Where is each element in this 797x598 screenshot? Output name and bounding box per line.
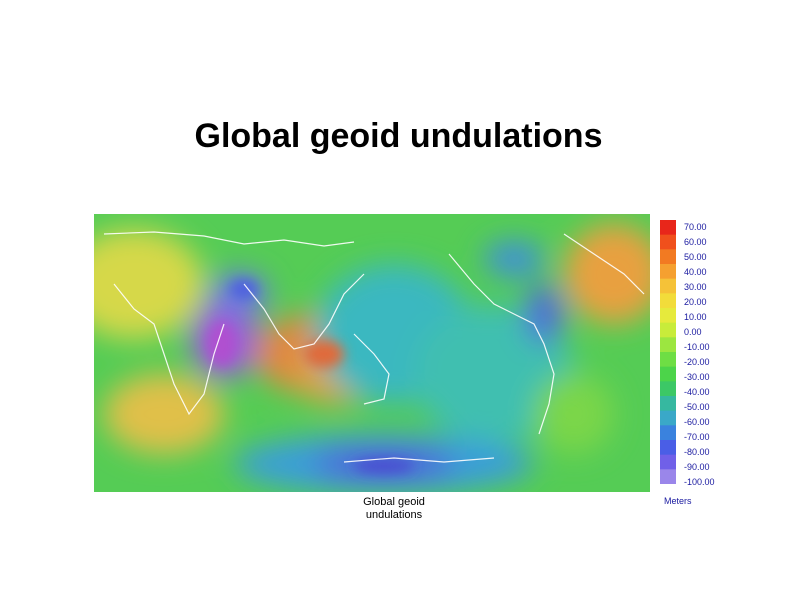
colorbar-label: -60.00 <box>684 417 710 427</box>
colorbar-swatch <box>660 264 676 280</box>
colorbar-swatch <box>660 469 676 484</box>
colorbar-label: 30.00 <box>684 282 707 292</box>
colorbar-swatch <box>660 293 676 309</box>
colorbar-label: 0.00 <box>684 327 702 337</box>
colorbar-label: 20.00 <box>684 297 707 307</box>
geoid-map <box>94 214 650 492</box>
colorbar-label: -80.00 <box>684 447 710 457</box>
colorbar-label: -10.00 <box>684 342 710 352</box>
colorbar-swatch <box>660 396 676 412</box>
map-caption-line2: undulations <box>365 509 423 521</box>
colorbar-swatch <box>660 308 676 324</box>
colorbar-label: -20.00 <box>684 357 710 367</box>
colorbar-label: 70.00 <box>684 222 707 232</box>
colorbar-swatch <box>660 337 676 353</box>
colorbar-swatch <box>660 249 676 265</box>
colorbar-label: 50.00 <box>684 252 707 262</box>
colorbar-label: -90.00 <box>684 462 710 472</box>
map-caption-line1: Global geoid <box>363 496 425 508</box>
colorbar-label: -30.00 <box>684 372 710 382</box>
colorbar-swatch <box>660 366 676 382</box>
slide-title: Global geoid undulations <box>194 117 603 155</box>
colorbar-label: 40.00 <box>684 267 707 277</box>
colorbar-label: -40.00 <box>684 387 710 397</box>
colorbar-swatch <box>660 410 676 426</box>
colorbar-swatch <box>660 352 676 368</box>
colorbar-swatch <box>660 425 676 441</box>
colorbar-swatch <box>660 322 676 338</box>
colorbar-swatch <box>660 278 676 294</box>
colorbar-swatch <box>660 454 676 470</box>
colorbar-labels: 70.00 60.00 50.00 40.00 30.00 20.00 10.00 0.00 -… <box>684 222 764 492</box>
colorbar-label: 60.00 <box>684 237 707 247</box>
colorbar-label: -100.00 <box>684 477 715 487</box>
colorbar-label: 10.00 <box>684 312 707 322</box>
colorbar-swatch <box>660 234 676 250</box>
colorbar-label: -70.00 <box>684 432 710 442</box>
map-caption: Global geoid undulations <box>314 496 474 522</box>
colorbar-swatch <box>660 220 676 236</box>
colorbar <box>660 220 676 484</box>
colorbar-swatch <box>660 440 676 456</box>
colorbar-swatch <box>660 381 676 397</box>
colorbar-units: Meters <box>664 496 692 506</box>
colorbar-label: -50.00 <box>684 402 710 412</box>
